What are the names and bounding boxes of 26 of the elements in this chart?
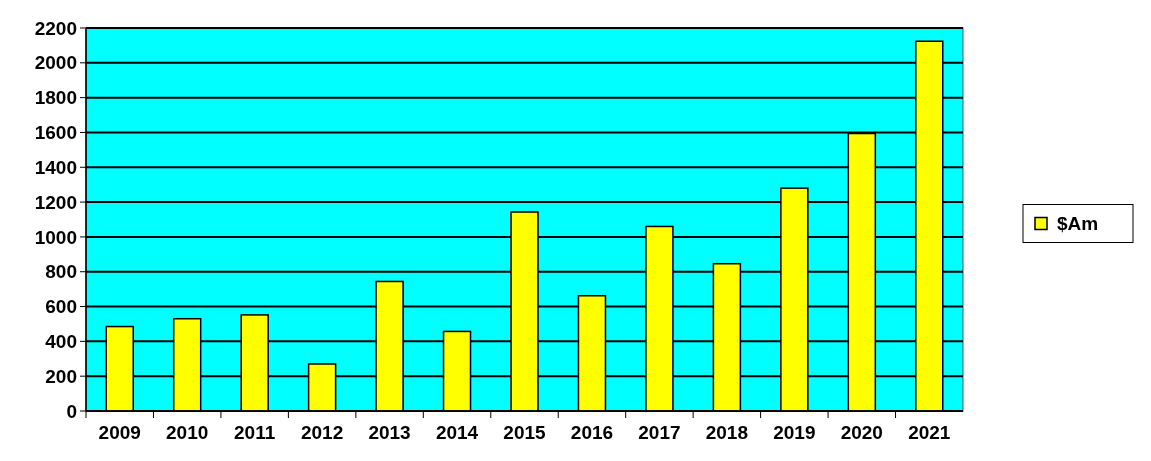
- y-tick-label: 2000: [34, 52, 77, 74]
- y-tick-label: 600: [45, 296, 77, 318]
- y-tick-label: 1800: [34, 87, 77, 109]
- x-tick-label: 2021: [908, 422, 951, 443]
- x-tick-label: 2013: [368, 422, 411, 443]
- y-tick-label: 800: [45, 261, 77, 283]
- x-tick-label: 2014: [435, 422, 479, 443]
- x-tick-label: 2020: [840, 422, 883, 443]
- x-tick-label: 2017: [638, 422, 681, 443]
- x-tick-label: 2019: [773, 422, 816, 443]
- y-tick-label: 400: [45, 331, 77, 353]
- y-tick-label: 1400: [34, 156, 77, 178]
- x-tick-label: 2015: [503, 422, 547, 443]
- y-tick-label: 2200: [34, 17, 77, 39]
- x-tick-label: 2011: [234, 422, 276, 443]
- y-tick-label: 0: [66, 400, 77, 422]
- legend-label: $Am: [1057, 213, 1099, 235]
- y-tick-label: 200: [45, 365, 77, 387]
- x-tick-label: 2010: [166, 422, 209, 443]
- y-tick-label: 1200: [34, 191, 77, 213]
- y-tick-label: 1600: [34, 122, 77, 144]
- x-tick-label: 2009: [98, 422, 141, 443]
- x-tick-label: 2012: [300, 422, 344, 443]
- x-tick-label: 2018: [705, 422, 749, 443]
- y-tick-label: 1000: [34, 226, 77, 248]
- x-tick-label: 2016: [570, 422, 614, 443]
